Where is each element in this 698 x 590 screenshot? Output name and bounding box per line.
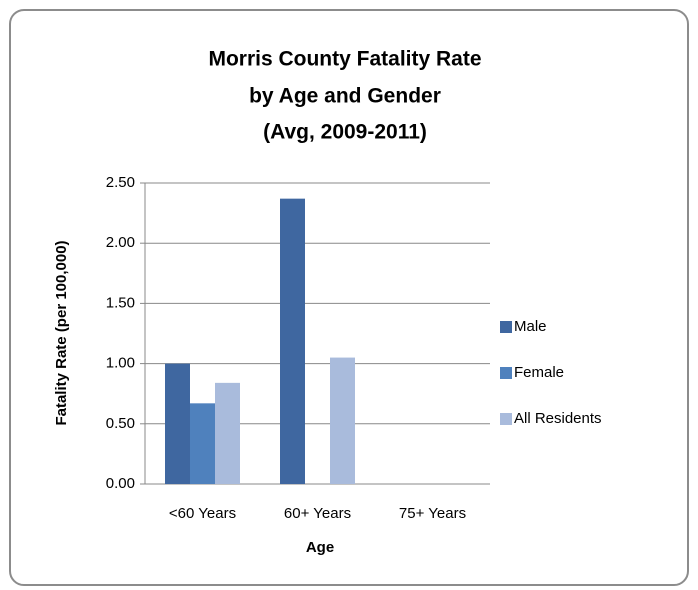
legend-swatch bbox=[500, 413, 512, 425]
y-tick-label: 2.00 bbox=[106, 234, 135, 251]
bar bbox=[280, 198, 305, 485]
bar bbox=[330, 357, 355, 484]
y-tick-label: 0.50 bbox=[106, 415, 135, 432]
x-tick-label: 60+ Years bbox=[284, 505, 351, 522]
chart-title: by Age and Gender bbox=[249, 85, 441, 108]
x-tick-label: <60 Years bbox=[169, 505, 236, 522]
bar bbox=[215, 382, 240, 484]
legend-swatch bbox=[500, 321, 512, 333]
legend-swatch bbox=[500, 367, 512, 379]
x-tick-label: 75+ Years bbox=[399, 505, 466, 522]
legend-label: Female bbox=[514, 364, 564, 381]
y-tick-label: 2.50 bbox=[106, 174, 135, 191]
y-tick-label: 0.00 bbox=[106, 475, 135, 492]
chart-title: (Avg, 2009-2011) bbox=[263, 121, 427, 144]
x-axis-title: Age bbox=[306, 539, 334, 556]
legend-label: All Residents bbox=[514, 410, 602, 427]
y-axis-title: Fatality Rate (per 100,000) bbox=[53, 240, 70, 425]
y-tick-label: 1.00 bbox=[106, 355, 135, 372]
chart-title: Morris County Fatality Rate bbox=[208, 48, 481, 71]
legend-label: Male bbox=[514, 318, 547, 335]
bar bbox=[190, 403, 215, 484]
bar bbox=[165, 363, 190, 484]
y-tick-label: 1.50 bbox=[106, 294, 135, 311]
